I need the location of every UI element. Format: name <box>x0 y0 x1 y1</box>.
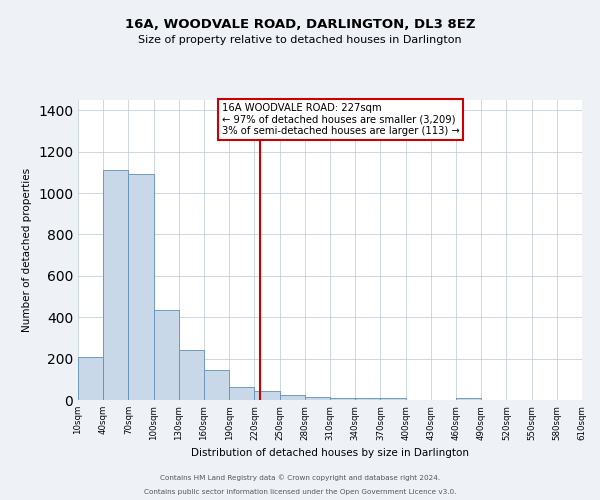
Text: 16A WOODVALE ROAD: 227sqm
← 97% of detached houses are smaller (3,209)
3% of sem: 16A WOODVALE ROAD: 227sqm ← 97% of detac… <box>221 103 460 136</box>
Bar <box>128 174 154 400</box>
Y-axis label: Number of detached properties: Number of detached properties <box>22 168 32 332</box>
Bar <box>280 395 305 400</box>
Text: Contains HM Land Registry data © Crown copyright and database right 2024.: Contains HM Land Registry data © Crown c… <box>160 474 440 481</box>
Text: Size of property relative to detached houses in Darlington: Size of property relative to detached ho… <box>138 35 462 45</box>
Bar <box>254 390 280 400</box>
Bar <box>103 170 128 400</box>
Bar <box>305 397 330 400</box>
Text: Contains public sector information licensed under the Open Government Licence v3: Contains public sector information licen… <box>144 489 456 495</box>
Bar <box>229 386 254 400</box>
Bar <box>380 398 406 400</box>
Bar <box>204 370 229 400</box>
Bar <box>179 350 204 400</box>
Bar <box>355 398 380 400</box>
Text: 16A, WOODVALE ROAD, DARLINGTON, DL3 8EZ: 16A, WOODVALE ROAD, DARLINGTON, DL3 8EZ <box>125 18 475 30</box>
Bar <box>456 398 481 400</box>
Bar <box>330 398 355 400</box>
X-axis label: Distribution of detached houses by size in Darlington: Distribution of detached houses by size … <box>191 448 469 458</box>
Bar <box>154 310 179 400</box>
Bar <box>78 356 103 400</box>
